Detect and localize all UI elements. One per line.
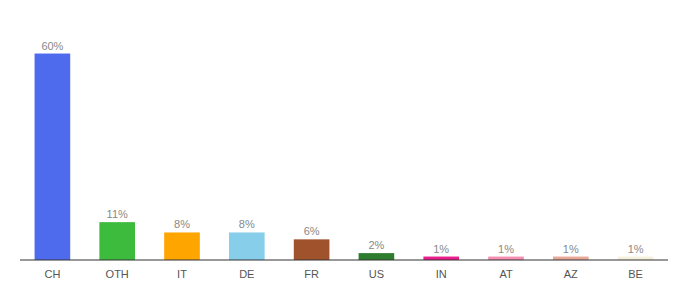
data-label: 60% xyxy=(41,40,63,52)
x-tick-label: BE xyxy=(628,268,643,280)
data-label: 11% xyxy=(107,208,128,220)
data-label: 1% xyxy=(628,243,644,255)
x-tick-label: FR xyxy=(304,268,319,280)
chart-svg: 60% 11% 8% 8% 6% 2% 1% 1% 1% 1% CH OTH IT DE FR US IN AT A… xyxy=(0,0,680,300)
x-tick-label: US xyxy=(369,268,384,280)
data-label: 6% xyxy=(304,225,320,237)
x-tick-label: IT xyxy=(177,268,187,280)
data-label: 1% xyxy=(498,243,514,255)
bars xyxy=(35,54,654,260)
x-tick-label: AZ xyxy=(564,268,578,280)
bar xyxy=(164,232,200,260)
x-tick-label: AT xyxy=(499,268,513,280)
bar xyxy=(99,222,135,260)
data-label: 8% xyxy=(239,218,255,230)
bar xyxy=(35,54,71,260)
x-tick-label: DE xyxy=(239,268,254,280)
x-tick-label: IN xyxy=(436,268,447,280)
data-label: 1% xyxy=(563,243,579,255)
bar xyxy=(294,239,330,260)
bar xyxy=(229,232,265,260)
bar xyxy=(359,253,395,260)
data-label: 2% xyxy=(368,239,384,251)
x-axis-line xyxy=(20,259,668,260)
data-label: 8% xyxy=(174,218,190,230)
x-tick-label: OTH xyxy=(106,268,129,280)
x-tick-label: CH xyxy=(44,268,60,280)
chart-container: 60% 11% 8% 8% 6% 2% 1% 1% 1% 1% CH OTH IT DE FR US IN AT A… xyxy=(0,0,680,300)
data-label: 1% xyxy=(433,243,449,255)
